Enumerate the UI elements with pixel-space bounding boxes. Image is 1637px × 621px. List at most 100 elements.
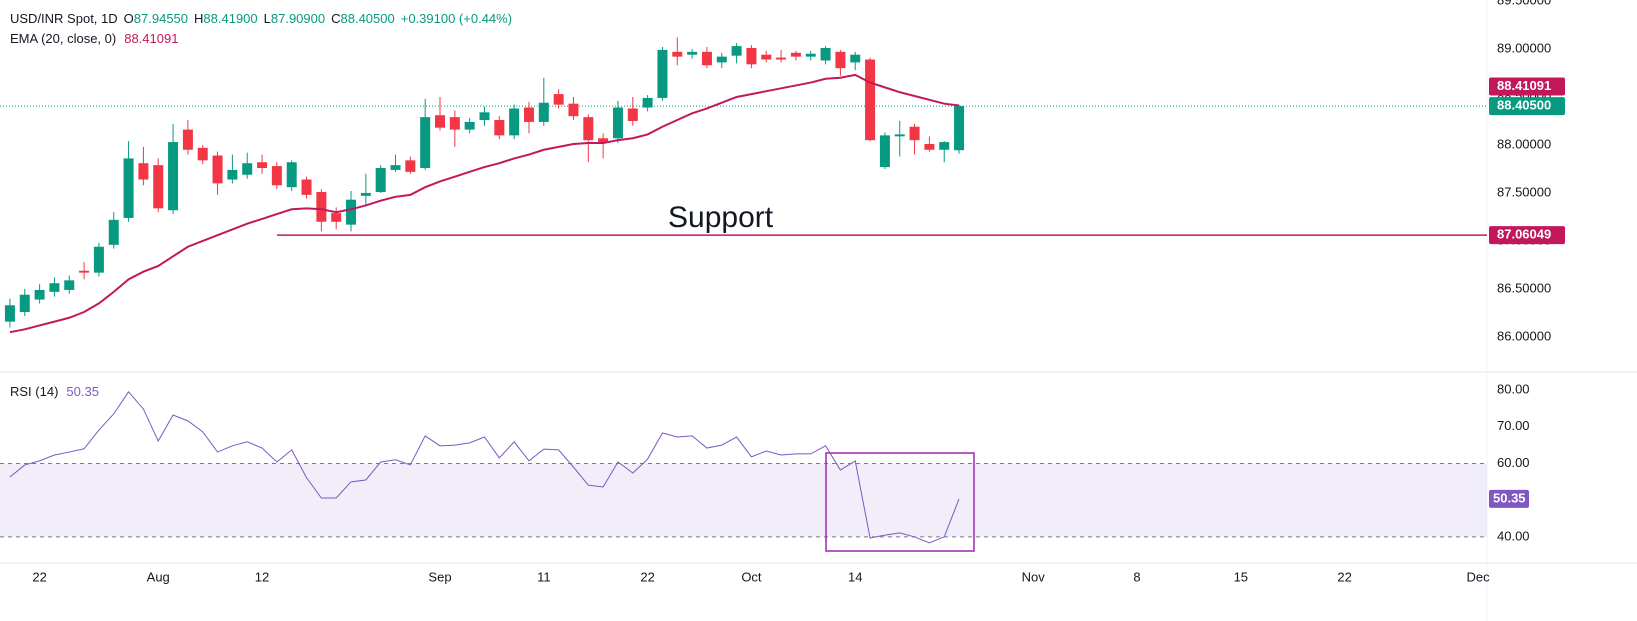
candle-body xyxy=(879,135,890,168)
candle-body xyxy=(568,103,579,117)
support-label: Support xyxy=(668,201,774,234)
candle-body xyxy=(108,219,119,245)
candle-body xyxy=(776,57,787,60)
candle-body xyxy=(435,115,446,128)
candle-body xyxy=(93,246,104,273)
x-tick-label: Aug xyxy=(147,569,170,584)
candle-body xyxy=(642,97,653,108)
x-tick-label: Sep xyxy=(428,569,451,584)
candle-body xyxy=(316,192,327,222)
x-tick-label: 22 xyxy=(32,569,46,584)
candle-body xyxy=(331,213,342,222)
candle-body xyxy=(271,166,282,186)
candle-body xyxy=(182,129,193,150)
candle-body xyxy=(79,270,90,273)
candle-body xyxy=(538,102,549,122)
candle-body xyxy=(49,283,60,292)
y-tick-label: 86.00000 xyxy=(1497,328,1551,343)
y-tick-label: 87.50000 xyxy=(1497,184,1551,199)
last-price-badge-label: 88.40500 xyxy=(1497,98,1551,113)
ohlc-value: 88.41900 xyxy=(203,11,257,26)
candle-body xyxy=(583,117,594,141)
header: USD/INR Spot, 1D O87.94550 H88.41900 L87.90… xyxy=(10,11,512,26)
ema-legend: EMA (20, close, 0) 88.41091 xyxy=(10,31,178,46)
candle-body xyxy=(375,168,386,193)
x-tick-label: 22 xyxy=(640,569,654,584)
candle-body xyxy=(420,117,431,169)
rsi-value: 50.35 xyxy=(66,384,99,399)
x-tick-label: 8 xyxy=(1133,569,1140,584)
symbol: USD/INR Spot, 1D xyxy=(10,11,118,26)
highlight-box xyxy=(825,452,975,552)
support-badge xyxy=(1489,226,1565,245)
candle-body xyxy=(212,155,223,184)
candle-body xyxy=(672,51,683,57)
candle-body xyxy=(494,120,505,136)
candle-body xyxy=(390,165,401,170)
ema-name: EMA (20, close, 0) xyxy=(10,31,116,46)
ohlc-key: C xyxy=(331,11,340,26)
candle-body xyxy=(509,108,520,136)
y-tick-label: 88.00000 xyxy=(1497,136,1551,151)
candle-body xyxy=(34,289,45,300)
x-tick-label: Dec xyxy=(1467,569,1491,584)
candle-body xyxy=(153,165,164,209)
candle-body xyxy=(257,162,268,169)
rsi-tick-label: 80.00 xyxy=(1497,381,1530,396)
candle-body xyxy=(850,54,861,63)
y-tick-label: 89.00000 xyxy=(1497,40,1551,55)
ema-badge-label: 88.41091 xyxy=(1497,78,1551,93)
ema-value: 88.41091 xyxy=(124,31,178,46)
ohlc-key: O xyxy=(124,11,134,26)
ema-badge xyxy=(1489,77,1565,96)
x-tick-label: 11 xyxy=(537,569,551,584)
candle-body xyxy=(598,138,609,143)
candle-body xyxy=(64,280,75,290)
candle-body xyxy=(479,112,490,121)
candle-body xyxy=(242,163,253,175)
x-tick-label: 14 xyxy=(848,569,862,584)
y-tick-label: 86.50000 xyxy=(1497,280,1551,295)
candle-body xyxy=(464,121,475,130)
candle-body xyxy=(449,117,460,130)
candle-body xyxy=(790,52,801,57)
x-tick-label: Oct xyxy=(741,569,762,584)
candle-body xyxy=(687,51,698,55)
change: +0.39100 (+0.44%) xyxy=(401,11,512,26)
rsi-tick-label: 70.00 xyxy=(1497,418,1530,433)
rsi-badge xyxy=(1489,489,1529,508)
rsi-name: RSI (14) xyxy=(10,384,58,399)
ohlc-value: 87.90900 xyxy=(271,11,325,26)
candle-body xyxy=(627,108,638,121)
candle-body xyxy=(865,59,876,141)
ohlc-key: H xyxy=(194,11,203,26)
candle-body xyxy=(286,162,297,188)
candle-body xyxy=(894,134,905,137)
candle-body xyxy=(701,51,712,66)
ohlc-value: 88.40500 xyxy=(341,11,395,26)
y-tick-label: 89.50000 xyxy=(1497,0,1551,7)
rsi-badge-label: 50.35 xyxy=(1493,490,1526,505)
candle-body xyxy=(523,107,534,122)
rsi-line xyxy=(9,391,960,544)
ema-line xyxy=(9,73,960,334)
candle-body xyxy=(939,142,950,150)
candle-body xyxy=(835,51,846,69)
candle-body xyxy=(19,294,30,313)
candle-body xyxy=(360,192,371,196)
candle-body xyxy=(909,126,920,141)
last-price-badge xyxy=(1489,97,1565,116)
candle-body xyxy=(197,147,208,161)
x-tick-label: 15 xyxy=(1234,569,1248,584)
candle-body xyxy=(612,107,623,139)
x-tick-label: Nov xyxy=(1022,569,1046,584)
candle-body xyxy=(4,305,15,322)
x-tick-label: 12 xyxy=(255,569,269,584)
candle-body xyxy=(657,49,668,98)
candle-body xyxy=(805,53,816,57)
candle-body xyxy=(731,46,742,56)
candle-body xyxy=(716,56,727,63)
candle-body xyxy=(954,106,965,151)
